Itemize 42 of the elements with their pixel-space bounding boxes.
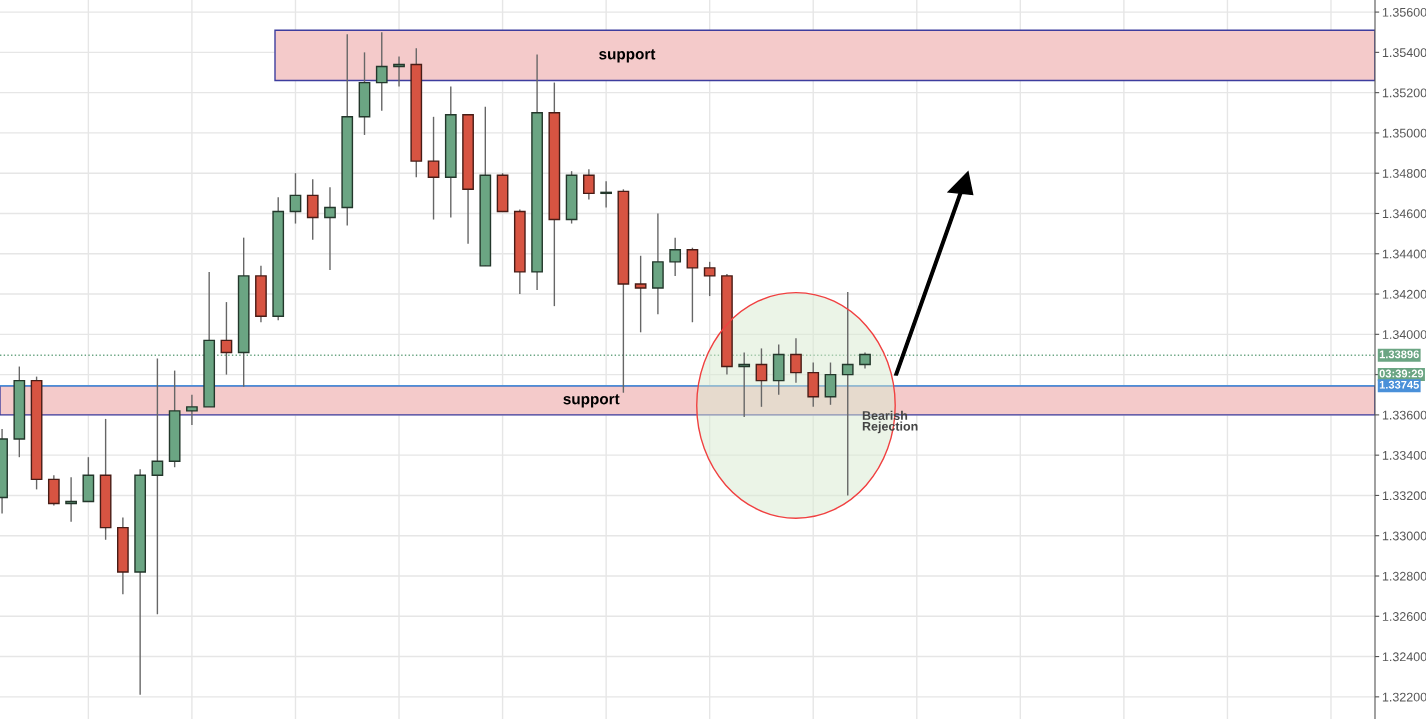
text: 03:39:29 (1379, 369, 1424, 378)
candlestick (220, 301, 233, 376)
candlestick (634, 255, 647, 334)
y-tick-label: 1.34600 (1382, 209, 1426, 219)
y-tick-label: 1.34200 (1382, 289, 1426, 299)
y-tick-label: 1.34000 (1382, 330, 1426, 339)
y-tick-label: 1.32400 (1382, 652, 1426, 662)
y-tick-label: 1.35000 (1382, 128, 1426, 138)
candlestick (65, 476, 77, 523)
candlestick (289, 172, 302, 225)
band-label: support (563, 394, 620, 408)
y-tick-label: 1.35400 (1382, 48, 1426, 58)
y-tick-label: 1.32600 (1382, 612, 1426, 621)
ref-line-label: 1.33896 (1379, 350, 1419, 359)
candlestick (324, 186, 336, 271)
candlestick (582, 168, 595, 201)
candlestick (686, 247, 699, 323)
candlestick (841, 291, 854, 497)
candlestick (600, 180, 612, 209)
candlestick (669, 236, 682, 277)
candlestick (306, 178, 319, 241)
candlestick (427, 116, 440, 221)
y-tick-label: 1.35600 (1382, 7, 1426, 17)
y-tick-label: 1.33000 (1382, 531, 1426, 541)
band-label: support (599, 49, 656, 63)
y-tick-label: 1.33400 (1382, 450, 1426, 460)
y-tick-label: 1.33600 (1382, 410, 1426, 420)
y-tick-label: 1.33200 (1382, 491, 1426, 501)
candlestick (151, 357, 164, 615)
candlestick (393, 55, 405, 88)
ref-line-label: 1.33745 (1379, 380, 1419, 389)
candlestick (375, 31, 388, 112)
candlestick (790, 337, 802, 384)
y-tick-label: 1.32800 (1382, 571, 1426, 581)
y-tick-label: 1.34400 (1382, 249, 1426, 259)
candlestick (186, 394, 198, 426)
candlestick (824, 361, 837, 406)
y-tick-label: 1.32200 (1382, 692, 1426, 702)
y-tick-label: 1.35200 (1382, 88, 1426, 98)
y-tick-label: 1.34800 (1382, 169, 1426, 178)
candlestick (703, 261, 716, 297)
candlestick (755, 347, 768, 408)
